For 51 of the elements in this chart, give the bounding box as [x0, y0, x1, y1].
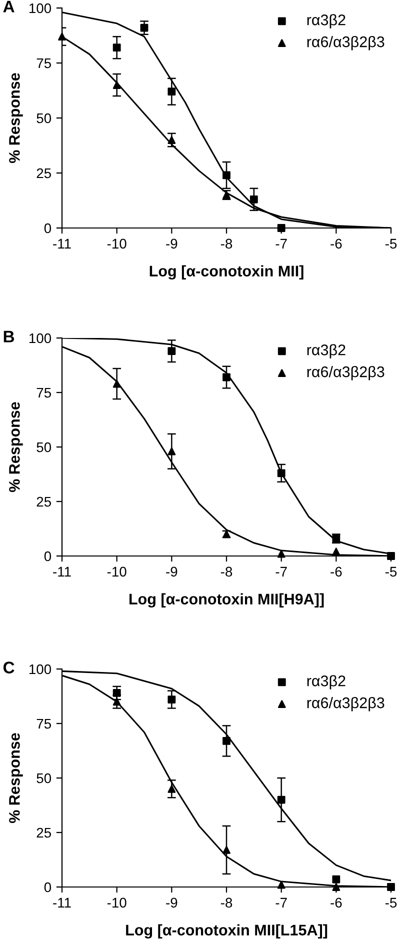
- chart-title: C: [3, 662, 14, 674]
- legend-label: rα6/α3β2β3: [307, 366, 384, 380]
- x-tick-label: -10: [107, 566, 126, 577]
- y-tick-label: 0: [44, 551, 52, 562]
- y-tick-label: 100: [29, 3, 52, 14]
- y-tick-label: 100: [29, 333, 52, 344]
- x-tick-label: -8: [220, 566, 232, 577]
- x-tick-label: -10: [107, 238, 126, 249]
- x-tick-label: -9: [166, 566, 178, 577]
- x-tick-label: -7: [276, 898, 287, 908]
- x-tick-label: -8: [220, 898, 232, 908]
- x-tick-label: -6: [330, 898, 342, 908]
- x-tick-label: -5: [385, 566, 397, 577]
- y-tick-label: 75: [36, 718, 52, 729]
- chart-title: A: [3, 0, 14, 12]
- x-axis-title: Log [α-conotoxin MII[L15A]]: [126, 924, 328, 939]
- legend-label: rα3β2: [307, 14, 346, 28]
- y-axis-title: % Response: [9, 733, 23, 824]
- x-tick-label: -7: [276, 566, 287, 576]
- y-tick-label: 100: [29, 664, 52, 674]
- y-tick-label: 0: [44, 882, 52, 892]
- legend-label: rα3β2: [307, 675, 346, 690]
- y-axis-title: % Response: [9, 73, 23, 164]
- y-tick-label: 50: [36, 113, 52, 124]
- x-tick-label: -11: [53, 566, 71, 576]
- x-tick-label: -5: [385, 898, 397, 908]
- y-axis-title: % Response: [9, 402, 23, 492]
- y-tick-label: 75: [36, 388, 52, 398]
- x-tick-label: -9: [166, 238, 178, 249]
- x-tick-label: -7: [276, 238, 287, 248]
- y-tick-label: 50: [36, 442, 52, 452]
- x-tick-label: -11: [53, 238, 71, 248]
- y-tick-label: 75: [36, 58, 52, 68]
- x-tick-label: -11: [53, 898, 71, 908]
- y-tick-label: 25: [36, 168, 52, 178]
- y-tick-label: 0: [44, 223, 52, 234]
- chart-title: B: [4, 330, 14, 342]
- x-tick-label: -5: [385, 238, 397, 249]
- x-axis-title: Log [α-conotoxin MII[H9A]]: [129, 593, 324, 608]
- legend-label: rα6/α3β2β3: [307, 696, 384, 712]
- x-tick-label: -6: [330, 566, 342, 577]
- x-tick-label: -8: [220, 238, 232, 249]
- x-axis-title: Log [α-conotoxin MII]: [150, 265, 304, 280]
- y-tick-label: 25: [36, 828, 52, 838]
- x-tick-label: -9: [166, 898, 178, 908]
- x-tick-label: -6: [330, 238, 342, 249]
- y-tick-label: 25: [36, 496, 52, 507]
- legend-label: rα6/α3β2β3: [307, 36, 384, 50]
- legend-label: rα3β2: [307, 344, 346, 358]
- y-tick-label: 50: [36, 773, 52, 784]
- x-tick-label: -10: [107, 898, 126, 908]
